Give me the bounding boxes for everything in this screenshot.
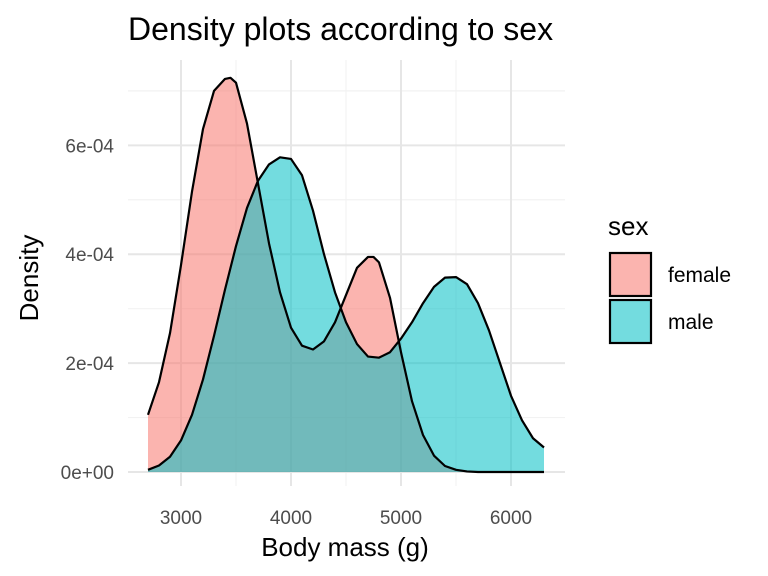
chart-title: Density plots according to sex: [128, 11, 553, 47]
density-layer: [146, 76, 545, 474]
y-tick-label: 0e+00: [61, 463, 114, 484]
legend-label-male: male: [668, 311, 714, 334]
y-axis-title: Density: [14, 235, 44, 322]
y-tick-label: 6e-04: [65, 136, 114, 157]
x-tick-label: 4000: [270, 508, 312, 529]
density-area-male: [148, 157, 544, 472]
axis-layer: 3000 4000 5000 6000 0e+00 2e-04 4e-04 6e-04: [61, 136, 533, 529]
legend-swatch-male: [608, 298, 653, 345]
x-axis-title: Body mass (g): [261, 532, 429, 562]
y-tick-label: 2e-04: [65, 354, 114, 375]
legend-swatch-female: [608, 251, 653, 298]
legend: sex female male: [608, 211, 731, 345]
density-line-male: [147, 156, 545, 471]
legend-title: sex: [608, 211, 648, 241]
legend-label-female: female: [668, 264, 731, 287]
density-line-female: [146, 76, 544, 474]
y-tick-label: 4e-04: [65, 245, 114, 266]
x-tick-label: 5000: [380, 508, 422, 529]
x-tick-label: 6000: [490, 508, 532, 529]
x-tick-label: 3000: [160, 508, 202, 529]
